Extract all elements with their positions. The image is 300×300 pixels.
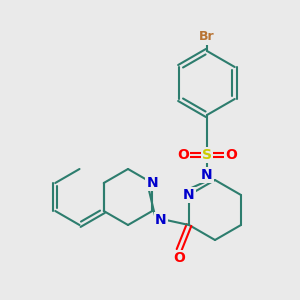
Text: N: N bbox=[146, 176, 158, 190]
Text: N: N bbox=[183, 188, 195, 202]
Text: O: O bbox=[173, 251, 185, 265]
Text: N: N bbox=[155, 213, 167, 227]
Text: S: S bbox=[202, 148, 212, 162]
Text: O: O bbox=[177, 148, 189, 162]
Text: O: O bbox=[225, 148, 237, 162]
Text: Br: Br bbox=[199, 31, 215, 44]
Text: N: N bbox=[201, 168, 213, 182]
